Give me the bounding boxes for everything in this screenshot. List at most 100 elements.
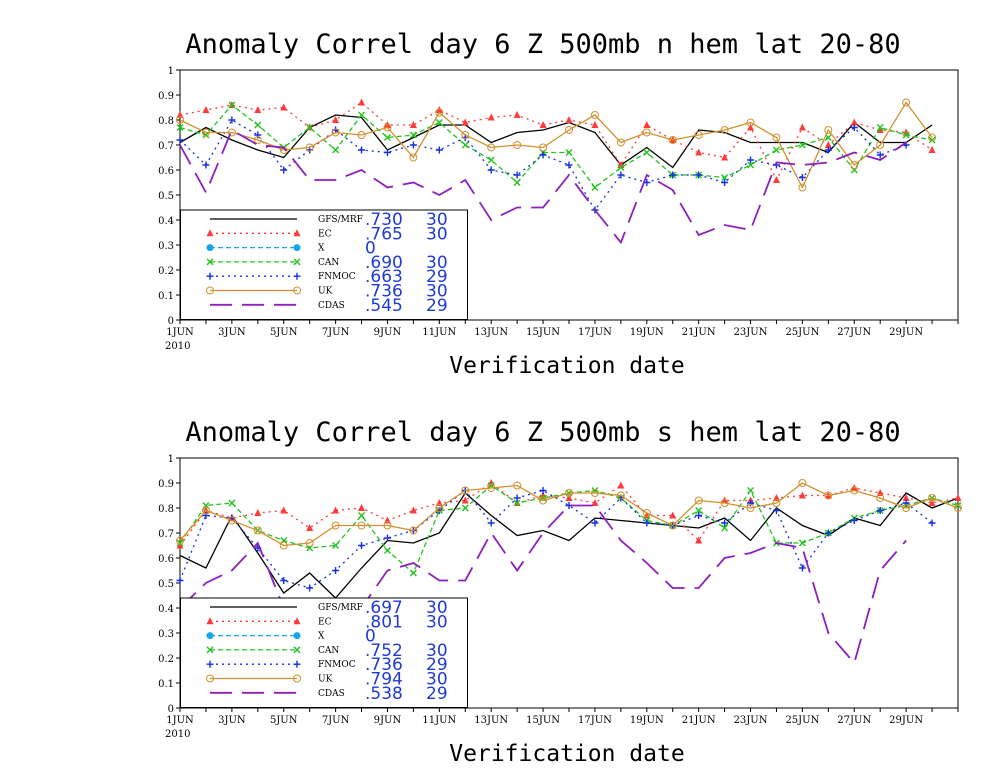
data-point [513, 171, 521, 179]
data-point [798, 479, 807, 487]
data-point [850, 124, 858, 131]
data-point [254, 131, 262, 139]
x-tick-label: 23JUN [734, 327, 768, 338]
legend-series-name: CAN [318, 258, 339, 268]
data-point [383, 534, 391, 542]
data-point [461, 131, 470, 139]
data-point [721, 524, 729, 532]
legend-count: 29 [426, 296, 448, 316]
data-point [358, 146, 366, 154]
data-point [798, 491, 806, 499]
data-point [228, 499, 236, 507]
data-point [358, 512, 366, 519]
legend-series-name: X [318, 244, 325, 254]
series-line [179, 101, 933, 189]
data-point [513, 494, 521, 502]
data-point [798, 174, 806, 181]
data-point [643, 121, 651, 128]
data-point [565, 116, 573, 123]
data-point [565, 126, 573, 134]
data-point [772, 146, 780, 154]
legend-entry: CDAS .538 29 [210, 684, 448, 704]
data-point [461, 486, 470, 495]
legend-marker [293, 674, 301, 683]
data-point [695, 171, 703, 179]
data-point [409, 526, 418, 535]
data-point [357, 521, 366, 530]
data-point [616, 491, 625, 500]
series-uk [176, 98, 937, 192]
data-point [435, 108, 444, 117]
legend-marker [206, 660, 214, 668]
legend-marker [293, 660, 301, 668]
data-point [798, 564, 806, 572]
legend-marker [206, 286, 214, 295]
data-point [876, 141, 885, 149]
legend-box [180, 597, 468, 708]
data-point [358, 542, 366, 549]
data-point [643, 149, 651, 156]
data-point [747, 161, 755, 169]
x-tick-label: 25JUN [785, 327, 819, 338]
legend-entry: EC .765 30 [206, 224, 448, 244]
data-point [902, 504, 911, 512]
data-point [772, 507, 780, 514]
data-point [201, 506, 210, 515]
data-point [332, 146, 340, 154]
y-tick-label: 0 [168, 316, 174, 327]
data-point [772, 133, 781, 142]
data-point [876, 489, 884, 496]
data-point [617, 164, 625, 171]
data-point [798, 141, 806, 149]
data-point [409, 569, 417, 577]
data-point [928, 146, 936, 153]
x-tick-label: 11JUN [422, 327, 456, 338]
x-tick-label: 7JUN [322, 327, 350, 338]
data-point [409, 131, 417, 139]
x-tick-label: 29JUN [889, 715, 923, 726]
data-point [928, 494, 937, 502]
data-point [747, 499, 755, 507]
x-tick-label: 13JUN [474, 715, 508, 726]
data-point [772, 176, 780, 183]
y-tick-label: 0 [168, 704, 174, 715]
data-point [513, 499, 521, 507]
data-point [306, 584, 314, 592]
data-point [383, 521, 392, 530]
data-point [305, 539, 314, 547]
data-point [176, 541, 184, 549]
x-tick-label: 3JUN [218, 715, 246, 726]
data-point [254, 106, 262, 113]
data-point [747, 487, 755, 494]
data-point [695, 507, 703, 514]
legend-series-name: UK [318, 675, 333, 685]
legend-marker [293, 272, 301, 280]
data-point [358, 504, 366, 511]
legend-count: 29 [426, 684, 448, 704]
data-point [928, 136, 936, 144]
legend-marker [293, 244, 301, 252]
data-point [280, 103, 288, 111]
x-tick-label: 15JUN [526, 327, 560, 338]
data-point [590, 489, 599, 497]
legend-marker [206, 646, 214, 654]
data-point [487, 143, 496, 152]
data-point [332, 116, 340, 123]
data-point [850, 118, 858, 126]
series-line [179, 489, 933, 589]
data-point [721, 174, 729, 181]
x-axis-label: Verification date [449, 741, 684, 767]
data-point [591, 184, 599, 191]
data-point [409, 141, 417, 149]
data-point [565, 489, 573, 497]
data-point [332, 506, 340, 514]
legend-count: 30 [426, 612, 448, 632]
data-point [747, 156, 755, 164]
data-point [409, 121, 417, 128]
legend-entry: FNMOC .736 29 [206, 655, 448, 675]
data-point [721, 153, 729, 161]
data-point [617, 481, 625, 489]
legend-entry: EC .801 30 [206, 612, 448, 632]
